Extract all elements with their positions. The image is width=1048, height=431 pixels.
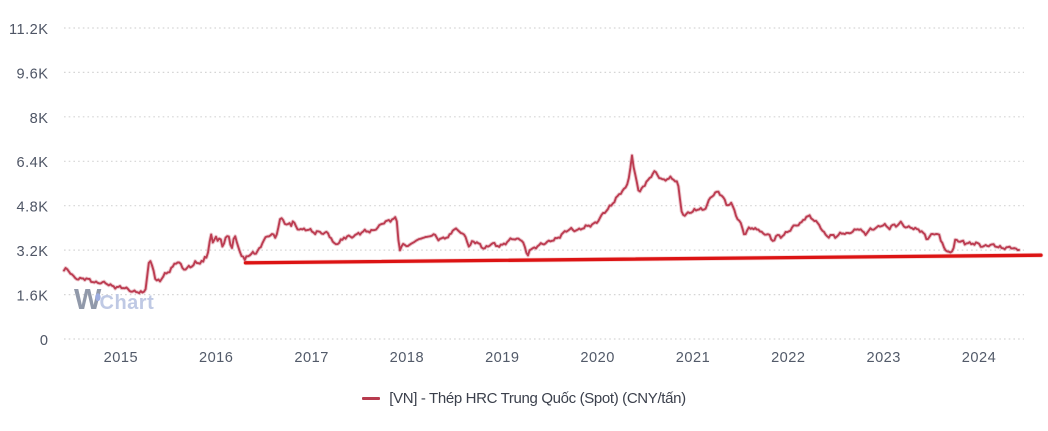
svg-text:3.2K: 3.2K xyxy=(16,244,48,260)
svg-text:2022: 2022 xyxy=(771,350,805,366)
svg-text:8K: 8K xyxy=(30,111,49,127)
svg-text:11.2K: 11.2K xyxy=(9,22,49,38)
svg-text:2018: 2018 xyxy=(390,350,424,366)
svg-text:4.8K: 4.8K xyxy=(16,200,48,216)
svg-text:9.6K: 9.6K xyxy=(16,66,48,82)
svg-text:1.6K: 1.6K xyxy=(16,289,48,305)
svg-text:2016: 2016 xyxy=(199,350,233,366)
svg-text:2021: 2021 xyxy=(676,350,710,366)
svg-text:2019: 2019 xyxy=(485,350,519,366)
svg-text:2024: 2024 xyxy=(962,350,996,366)
svg-text:2015: 2015 xyxy=(104,350,138,366)
svg-text:0: 0 xyxy=(40,333,49,349)
svg-text:Chart: Chart xyxy=(100,292,155,314)
svg-text:6.4K: 6.4K xyxy=(16,155,48,171)
svg-text:2023: 2023 xyxy=(866,350,900,366)
svg-text:2020: 2020 xyxy=(580,350,614,366)
svg-text:2017: 2017 xyxy=(294,350,328,366)
